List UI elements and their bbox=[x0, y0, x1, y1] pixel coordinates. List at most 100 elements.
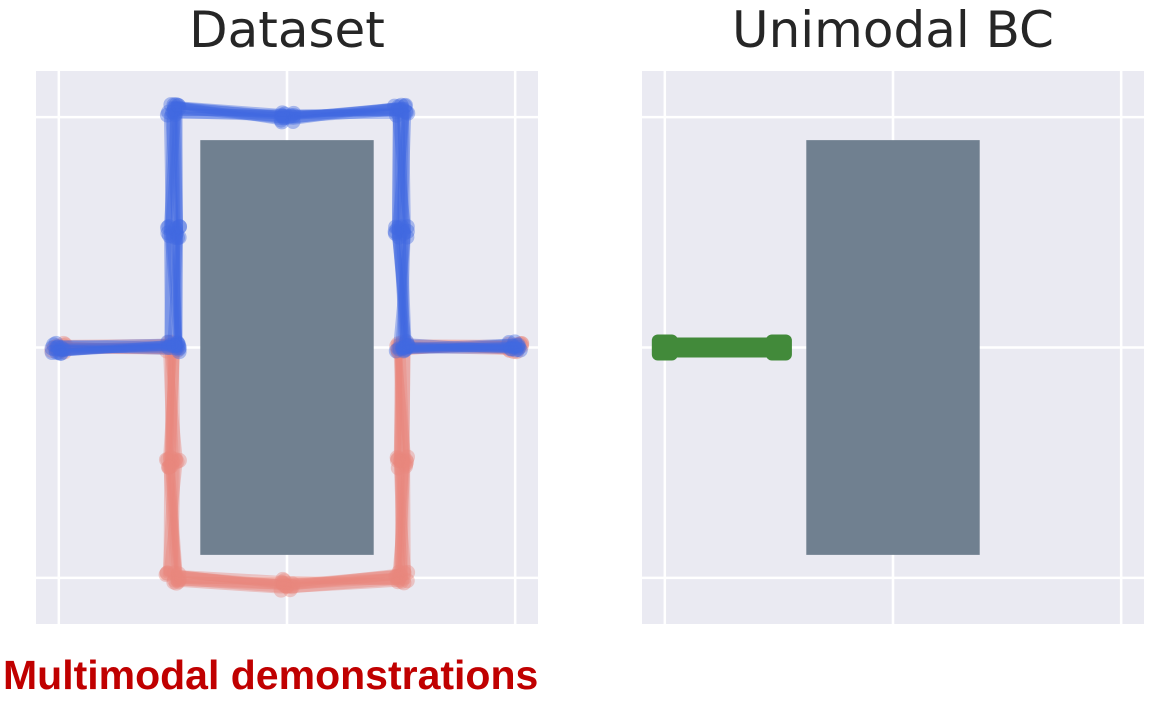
demonstration-waypoint bbox=[391, 338, 407, 354]
demonstration-waypoint bbox=[390, 344, 406, 360]
demonstration-waypoint bbox=[166, 97, 182, 113]
demonstration-waypoint bbox=[172, 219, 188, 235]
chart-title-unimodal-bc: Unimodal BC bbox=[732, 1, 1054, 59]
demonstration-waypoint bbox=[166, 565, 182, 581]
demonstration-waypoint bbox=[398, 456, 414, 472]
demonstration-waypoint bbox=[166, 572, 182, 588]
demonstration-waypoint bbox=[161, 334, 177, 350]
demonstration-waypoint bbox=[52, 345, 68, 361]
demonstration-waypoint bbox=[389, 449, 405, 465]
chart-title-dataset: Dataset bbox=[189, 1, 385, 59]
upper-route-demonstrations bbox=[44, 97, 528, 361]
demonstration-waypoint bbox=[387, 225, 403, 241]
demonstration-waypoint bbox=[390, 336, 406, 352]
demonstration-waypoint bbox=[168, 97, 184, 113]
demonstration-waypoint bbox=[391, 344, 407, 360]
demonstration-waypoint bbox=[56, 338, 72, 354]
demonstration-waypoint bbox=[168, 225, 184, 241]
demonstration-waypoint bbox=[504, 338, 520, 354]
demonstration-waypoint bbox=[285, 113, 301, 129]
demonstration-waypoint bbox=[400, 338, 416, 354]
demonstration-waypoint bbox=[389, 569, 405, 585]
demonstration-waypoint bbox=[389, 342, 405, 358]
demonstration-waypoint bbox=[48, 335, 64, 351]
demonstration-waypoint bbox=[514, 335, 530, 351]
plot-panel-1 bbox=[642, 71, 1144, 624]
demonstration-waypoint bbox=[277, 106, 293, 122]
demonstration-waypoint bbox=[274, 574, 290, 590]
demonstration-waypoint bbox=[282, 582, 298, 598]
demonstration-waypoint bbox=[158, 567, 174, 583]
demonstration-waypoint bbox=[512, 342, 528, 358]
demonstration-waypoint bbox=[399, 219, 415, 235]
demonstration-waypoint bbox=[391, 99, 407, 115]
demonstration-waypoint bbox=[159, 107, 175, 123]
demonstration-waypoint bbox=[278, 578, 294, 594]
demonstration-waypoint bbox=[46, 337, 62, 353]
demonstration-waypoint bbox=[49, 344, 65, 360]
demonstration-waypoint bbox=[171, 566, 187, 582]
demonstration-waypoint bbox=[285, 576, 301, 592]
demonstration-waypoint bbox=[44, 343, 60, 359]
demonstration-waypoint bbox=[275, 108, 291, 124]
caption-text: Multimodal demonstrations bbox=[3, 652, 539, 698]
demonstration-waypoint bbox=[502, 342, 518, 358]
demonstration-waypoint bbox=[398, 458, 414, 474]
demonstration-waypoint bbox=[501, 336, 517, 352]
demonstration-waypoint bbox=[163, 458, 179, 474]
demonstration-waypoint bbox=[393, 568, 409, 584]
demonstration-trajectory bbox=[56, 340, 524, 586]
demonstration-waypoint bbox=[275, 575, 291, 591]
demonstration-waypoint bbox=[400, 105, 416, 121]
demonstration-waypoint bbox=[50, 339, 66, 355]
demonstration-waypoint bbox=[388, 104, 404, 120]
demonstration-trajectory bbox=[52, 101, 519, 351]
demonstration-waypoint bbox=[274, 105, 290, 121]
demonstration-waypoint bbox=[505, 339, 521, 355]
demonstration-waypoint bbox=[396, 343, 412, 359]
demonstration-waypoint bbox=[55, 342, 71, 358]
demonstration-trajectory bbox=[55, 105, 522, 356]
demonstration-trajectory bbox=[56, 101, 517, 357]
demonstration-waypoint bbox=[170, 335, 186, 351]
demonstration-waypoint bbox=[399, 334, 415, 350]
demonstration-waypoint bbox=[167, 229, 183, 245]
demonstration-waypoint bbox=[160, 225, 176, 241]
demonstration-waypoint bbox=[165, 341, 181, 357]
demonstration-waypoint bbox=[169, 335, 185, 351]
demonstration-trajectory bbox=[59, 339, 526, 594]
demonstration-waypoint bbox=[394, 335, 410, 351]
demonstration-waypoint bbox=[161, 228, 177, 244]
demonstration-waypoint bbox=[170, 230, 186, 246]
demonstration-waypoint bbox=[56, 344, 72, 360]
demonstration-trajectory bbox=[60, 108, 520, 354]
demonstration-waypoint bbox=[172, 571, 188, 587]
demonstration-waypoint bbox=[171, 100, 187, 116]
demonstration-trajectory bbox=[60, 338, 525, 585]
demonstration-waypoint bbox=[168, 575, 184, 591]
demonstration-waypoint bbox=[392, 102, 408, 118]
demonstration-waypoint bbox=[510, 337, 526, 353]
demonstration-waypoint bbox=[56, 341, 72, 357]
demonstration-waypoint bbox=[388, 107, 404, 123]
demonstration-waypoint bbox=[276, 577, 292, 593]
demonstration-waypoint bbox=[171, 340, 187, 356]
demonstration-waypoint bbox=[392, 338, 408, 354]
demonstration-waypoint bbox=[159, 220, 175, 236]
demonstration-trajectory bbox=[60, 340, 521, 590]
demonstration-waypoint bbox=[171, 452, 187, 468]
demonstration-waypoint bbox=[390, 451, 406, 467]
demonstration-waypoint bbox=[397, 98, 413, 114]
obstacle-rectangle bbox=[200, 140, 374, 555]
demonstration-waypoint bbox=[512, 336, 528, 352]
demonstration-waypoint bbox=[164, 338, 180, 354]
demonstration-waypoint bbox=[160, 452, 176, 468]
demonstration-waypoint bbox=[171, 337, 187, 353]
demonstration-trajectory bbox=[60, 338, 520, 594]
demonstration-waypoint bbox=[391, 572, 407, 588]
demonstration-waypoint bbox=[388, 343, 404, 359]
demonstration-waypoint bbox=[389, 338, 405, 354]
demonstration-waypoint bbox=[273, 112, 289, 128]
demonstration-waypoint bbox=[160, 339, 176, 355]
demonstration-waypoint bbox=[399, 573, 415, 589]
